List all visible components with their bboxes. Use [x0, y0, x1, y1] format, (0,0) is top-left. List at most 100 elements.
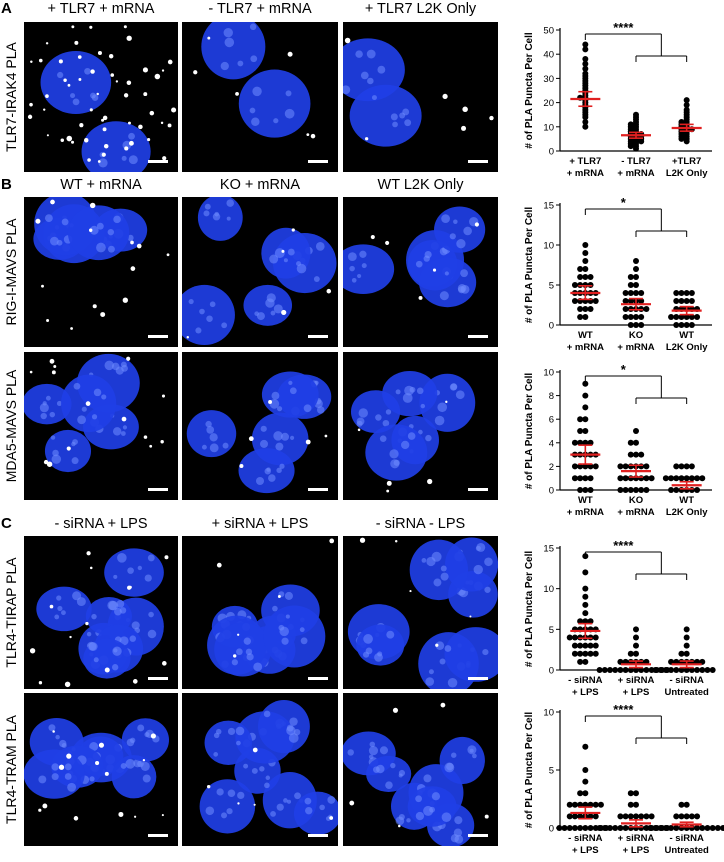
data-point: [577, 790, 584, 797]
data-point: [638, 314, 645, 320]
nucleus-texture: [107, 600, 117, 611]
category-label: + mRNA: [567, 342, 604, 353]
data-point: [582, 790, 589, 797]
row-label: TLR7-IRAK4 PLA: [3, 41, 19, 151]
data-point: [592, 298, 599, 304]
cell-nucleus: [257, 700, 310, 754]
pla-punctum: [193, 70, 198, 75]
pla-punctum: [101, 118, 105, 122]
data-point: [638, 825, 645, 831]
data-point: [683, 463, 690, 470]
pla-punctum: [53, 365, 57, 368]
nucleus-texture: [205, 806, 215, 816]
data-point: [643, 667, 650, 673]
y-tick-label: 8: [549, 391, 554, 402]
pla-punctum: [126, 356, 131, 361]
pla-punctum: [87, 158, 91, 162]
nucleus-texture: [125, 759, 136, 769]
data-point: [638, 451, 645, 458]
nucleus-texture: [77, 415, 86, 425]
data-point: [633, 813, 639, 820]
data-point: [633, 667, 639, 673]
pla-punctum: [49, 604, 54, 609]
micrograph-tile: [343, 197, 498, 347]
data-point: [571, 825, 578, 831]
data-point: [582, 380, 589, 387]
data-point: [638, 487, 645, 493]
nucleus-texture: [61, 610, 66, 616]
nucleus-texture: [363, 634, 373, 644]
micrograph-tile: [343, 352, 498, 500]
data-point: [582, 123, 589, 130]
data-point: [673, 825, 680, 831]
cell-nucleus: [204, 720, 253, 765]
y-tick-label: 10: [543, 584, 554, 595]
pla-punctum: [58, 764, 65, 770]
nucleus-texture: [270, 810, 276, 817]
data-point: [596, 825, 603, 831]
nucleus-texture: [439, 247, 448, 256]
nucleus-texture: [385, 781, 393, 789]
data-point: [688, 825, 695, 831]
category-label: KO: [629, 495, 643, 506]
nucleus-texture: [45, 395, 51, 401]
data-point: [633, 428, 639, 434]
nucleus-texture: [379, 746, 389, 755]
data-point: [592, 650, 599, 657]
data-point: [627, 463, 634, 470]
cell-nucleus: [418, 632, 479, 689]
pla-punctum: [432, 268, 437, 272]
nucleus-texture: [51, 763, 59, 771]
column-title: WT + mRNA: [60, 177, 142, 193]
data-point: [633, 634, 639, 641]
data-point: [571, 282, 578, 288]
data-point: [622, 463, 629, 470]
data-point: [714, 825, 721, 831]
nucleus-texture: [243, 637, 251, 645]
data-point: [633, 274, 639, 280]
data-point: [683, 650, 690, 657]
data-point: [643, 813, 650, 820]
nucleus-texture: [54, 614, 60, 620]
nucleus-texture: [147, 554, 155, 562]
y-tick-label: 4: [549, 438, 554, 449]
nucleus-texture: [420, 403, 426, 409]
pla-punctum: [104, 771, 109, 776]
nucleus-texture: [269, 254, 279, 264]
data-point: [657, 825, 664, 831]
data-point: [694, 314, 701, 320]
category-label: + LPS: [572, 845, 599, 856]
data-point: [622, 314, 629, 320]
nucleus-texture: [453, 219, 458, 225]
nucleus-texture: [70, 93, 76, 99]
data-point: [652, 825, 659, 831]
data-point: [582, 392, 589, 399]
data-point: [673, 298, 680, 304]
nucleus-texture: [96, 242, 106, 253]
data-point: [633, 650, 639, 657]
nucleus-texture: [117, 553, 127, 563]
data-point: [683, 475, 690, 482]
data-point: [601, 825, 608, 831]
nucleus-texture: [251, 117, 260, 126]
pla-punctum: [102, 115, 108, 121]
y-tick-label: 30: [543, 74, 554, 85]
scale-bar: [148, 488, 168, 491]
nucleus-texture: [269, 399, 280, 409]
data-point: [633, 790, 639, 797]
nucleus-texture: [250, 55, 258, 63]
nucleus-texture: [264, 782, 270, 789]
nucleus-texture: [473, 564, 483, 575]
nucleus-texture: [390, 459, 400, 469]
panel-letter: A: [1, 0, 12, 17]
data-point: [617, 667, 624, 673]
pla-punctum: [110, 73, 115, 77]
data-point: [582, 439, 589, 446]
data-point: [582, 767, 589, 773]
data-point: [683, 102, 690, 109]
data-point: [577, 306, 584, 312]
data-point: [627, 298, 634, 304]
pla-punctum: [127, 585, 132, 590]
pla-punctum: [386, 489, 390, 493]
